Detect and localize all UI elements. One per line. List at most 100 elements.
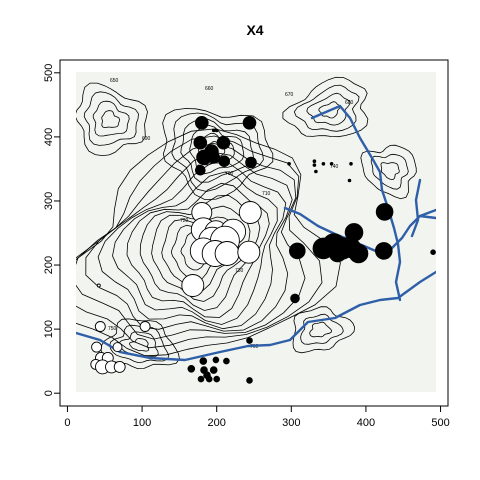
data-point-positive (329, 162, 334, 166)
contour-label: 660 (205, 86, 214, 92)
y-tick-label: 200 (43, 256, 55, 274)
river-line (418, 214, 436, 220)
plot-frame (59, 59, 449, 407)
x-tick-label: 100 (133, 417, 151, 429)
contour-line (189, 124, 245, 175)
contour-label: 760 (250, 344, 259, 350)
data-point-negative (113, 360, 126, 373)
data-point-positive (430, 249, 436, 255)
contour-line (360, 144, 417, 200)
river-line (310, 104, 402, 302)
data-point-positive (312, 163, 317, 167)
data-point-positive (242, 116, 257, 130)
contour-line (126, 182, 270, 318)
data-point-negative (237, 240, 261, 264)
contour-line (162, 108, 274, 201)
data-point-positive (321, 162, 326, 166)
points-layer (90, 116, 436, 384)
data-point-positive (223, 357, 230, 365)
data-point-positive (197, 375, 205, 383)
contour-label: 710 (262, 191, 271, 197)
data-point-positive (216, 135, 231, 150)
data-point-positive (347, 178, 352, 183)
data-point-positive (212, 356, 220, 364)
contour-label: 670 (285, 92, 294, 98)
contour-line (300, 313, 344, 345)
contour-label: 720 (180, 218, 189, 224)
contour-line (282, 76, 369, 138)
data-point-negative (94, 321, 106, 332)
data-point-negative (112, 342, 123, 353)
data-point-positive (374, 242, 393, 260)
data-point-positive (290, 293, 300, 304)
data-point-positive (214, 128, 219, 133)
data-point-negative (181, 274, 205, 297)
contour-label: 740 (330, 164, 339, 170)
data-point-positive (207, 151, 220, 164)
contour-line (109, 324, 170, 364)
y-tick-label: 500 (43, 64, 55, 82)
contour-line (128, 338, 150, 352)
x-tick-label: 200 (208, 417, 226, 429)
contour-line (76, 82, 148, 157)
contour-line (101, 110, 121, 129)
data-point-negative (96, 283, 101, 288)
data-point-positive (246, 337, 253, 344)
river-line (283, 206, 436, 254)
contour-label: 700 (225, 171, 234, 177)
data-point-positive (287, 162, 291, 166)
data-point-negative (238, 201, 262, 224)
x-tick-label: 500 (431, 417, 449, 429)
contour-line (370, 153, 409, 190)
contour-line (180, 118, 254, 183)
y-tick-label: 300 (43, 192, 55, 210)
data-point-positive (379, 215, 384, 220)
x-tick-label: 0 (64, 417, 70, 429)
y-tick-label: 400 (43, 128, 55, 146)
contour-line (309, 321, 333, 338)
data-point-positive (328, 244, 347, 263)
contour-line (83, 91, 139, 146)
contour-line (318, 101, 341, 119)
data-point-positive (199, 357, 208, 365)
chart-title: X4 (246, 22, 263, 38)
data-point-positive (205, 375, 213, 383)
data-point-negative (91, 341, 103, 353)
data-point-positive (209, 366, 218, 374)
river-line (76, 270, 436, 362)
contour-label: 730 (235, 268, 244, 274)
data-point-negative (214, 241, 240, 266)
contour-line (306, 92, 351, 126)
contour-line (112, 171, 278, 325)
contour-line (92, 100, 130, 137)
contour-line (76, 128, 341, 357)
data-point-positive (213, 375, 220, 383)
x-tick-label: 300 (282, 417, 300, 429)
data-point-positive (197, 164, 201, 169)
data-point-positive (195, 116, 209, 130)
data-point-positive (314, 169, 318, 174)
x-tick-label: 400 (357, 417, 375, 429)
y-tick-label: 0 (43, 390, 55, 396)
data-point-positive (193, 135, 208, 150)
data-point-positive (246, 377, 253, 384)
data-point-positive (218, 155, 230, 167)
data-point-positive (245, 156, 257, 169)
data-point-positive (349, 162, 353, 166)
contour-line (97, 162, 287, 330)
data-point-negative (139, 321, 151, 332)
contour-label: 750 (108, 326, 117, 332)
axes-layer: 0 100 200 300 400 500 0 100 200 300 400 500 (43, 64, 450, 429)
contour-label: 690 (142, 136, 151, 142)
data-point-positive (211, 128, 216, 133)
contour-label: 650 (110, 78, 119, 84)
map-layer: 650 660 670 680 690 700 710 720 730 740 750 760 (76, 72, 436, 392)
data-point-positive (348, 243, 369, 264)
y-tick-label: 100 (43, 320, 55, 338)
river-line (410, 178, 422, 238)
data-point-positive (288, 242, 306, 260)
contour-line (380, 162, 400, 181)
contour-label: 680 (345, 100, 354, 106)
data-point-positive (312, 159, 317, 163)
